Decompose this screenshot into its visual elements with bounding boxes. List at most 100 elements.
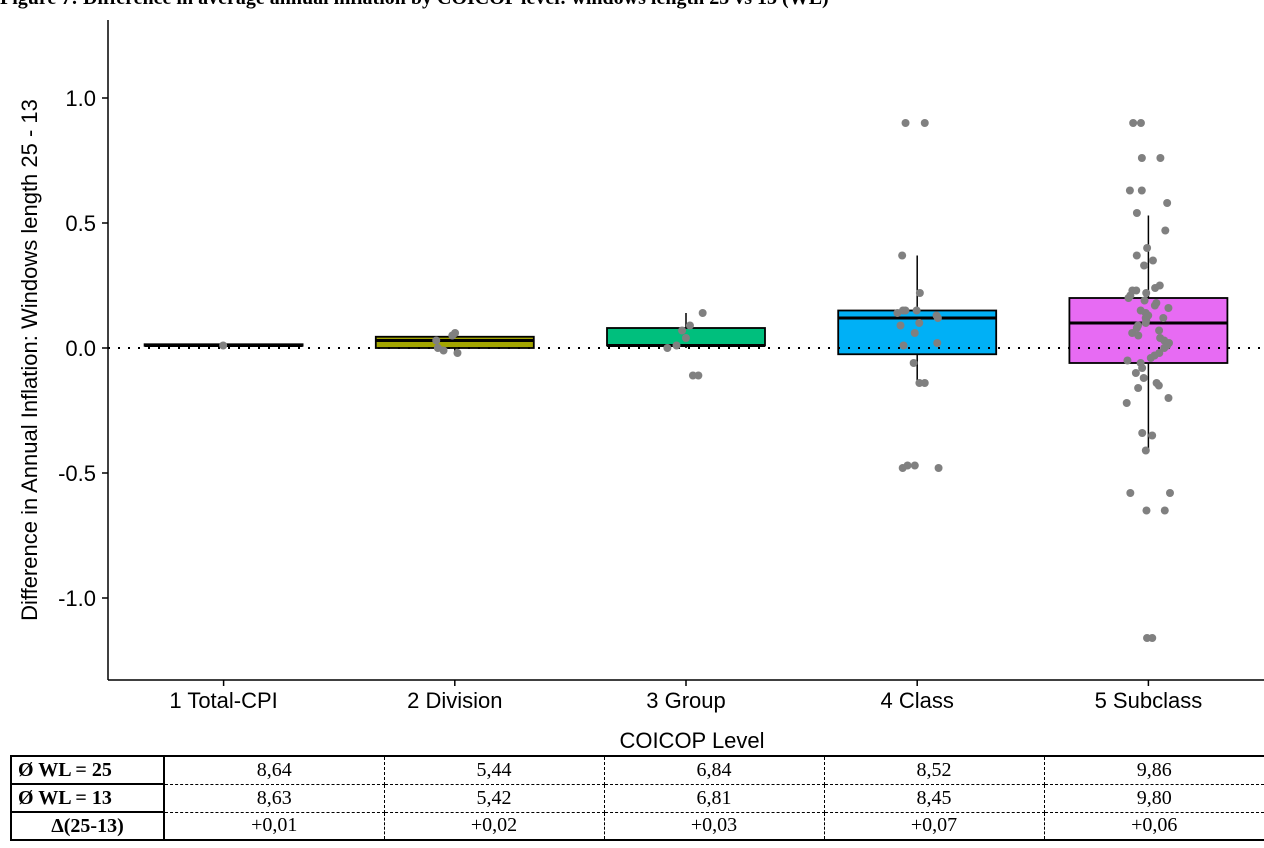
table-cell: +0,01 xyxy=(164,811,385,841)
data-point xyxy=(681,334,690,342)
data-point xyxy=(1141,319,1150,327)
data-point xyxy=(688,371,697,380)
row-label: Ø WL = 13 xyxy=(10,783,165,813)
table-cell: +0,03 xyxy=(604,811,825,841)
data-point xyxy=(1151,284,1160,292)
data-point xyxy=(1137,186,1146,195)
data-point xyxy=(1137,154,1146,162)
y-tick-label: 0.5 xyxy=(65,211,96,236)
table-cell: 5,42 xyxy=(384,783,605,813)
box-group xyxy=(143,215,1229,451)
data-point xyxy=(1146,354,1155,362)
data-point xyxy=(1124,294,1133,302)
data-point xyxy=(915,319,924,327)
y-axis-label: Difference in Annual Inflation: Windows … xyxy=(17,99,42,621)
data-point xyxy=(1142,506,1151,515)
data-point xyxy=(901,119,910,127)
data-point xyxy=(219,341,228,350)
data-point xyxy=(1125,186,1134,195)
data-point xyxy=(1132,286,1141,295)
table-row: Ø WL = 13 8,63 5,42 6,81 8,45 9,80 xyxy=(10,783,1264,813)
data-point xyxy=(678,326,687,335)
data-point xyxy=(1140,261,1149,270)
data-point xyxy=(933,339,942,347)
data-point xyxy=(909,359,918,367)
x-tick-label: 3 Group xyxy=(646,688,726,713)
table-cell: 5,44 xyxy=(384,755,605,785)
table-cell: 8,63 xyxy=(164,783,385,813)
data-point xyxy=(1143,244,1152,252)
data-point xyxy=(1150,301,1159,310)
data-point xyxy=(1122,399,1131,407)
data-point xyxy=(1134,384,1143,392)
data-point xyxy=(1126,489,1135,497)
data-point xyxy=(1148,256,1157,265)
summary-table: Ø WL = 25 8,64 5,44 6,84 8,52 9,86 Ø WL … xyxy=(10,755,1264,841)
data-point xyxy=(1164,304,1173,312)
data-point xyxy=(1161,226,1170,235)
table-cell: 6,84 xyxy=(604,755,825,785)
data-point xyxy=(912,306,921,315)
data-point xyxy=(1164,394,1173,402)
data-point xyxy=(933,314,942,322)
table-cell: +0,06 xyxy=(1044,811,1264,841)
y-tick-label: 0.0 xyxy=(65,336,96,361)
data-point xyxy=(1128,329,1137,337)
row-label: Δ(25-13) xyxy=(10,811,165,841)
data-point xyxy=(1131,369,1140,377)
data-point xyxy=(1160,506,1169,515)
data-point xyxy=(685,321,694,330)
data-point xyxy=(920,379,929,387)
data-point xyxy=(1129,119,1138,127)
data-point xyxy=(1142,289,1151,297)
data-point xyxy=(672,341,681,350)
data-point xyxy=(910,329,919,337)
table-cell: 9,80 xyxy=(1044,783,1264,813)
data-point xyxy=(1136,119,1145,127)
table-row: Δ(25-13) +0,01 +0,02 +0,03 +0,07 +0,06 xyxy=(10,811,1264,841)
jitter-points xyxy=(219,119,1174,642)
data-point xyxy=(1138,364,1147,372)
row-label: Ø WL = 25 xyxy=(10,755,165,785)
data-point xyxy=(1160,344,1169,352)
data-point xyxy=(1123,356,1132,365)
table-cell: 6,81 xyxy=(604,783,825,813)
data-point xyxy=(1138,429,1147,437)
table-cell: 8,52 xyxy=(824,755,1045,785)
figure-title: Figure 7: Difference in average annual i… xyxy=(0,0,1264,13)
data-point xyxy=(1159,314,1168,322)
data-point xyxy=(893,309,902,317)
x-tick-label: 2 Division xyxy=(407,688,502,713)
data-point xyxy=(898,464,907,472)
data-point xyxy=(920,119,929,127)
y-axis-label-group: Difference in Annual Inflation: Windows … xyxy=(17,99,42,621)
x-axis: 1 Total-CPI 2 Division 3 Group 4 Class 5 Sub… xyxy=(108,679,1264,713)
data-point xyxy=(896,321,905,330)
x-tick-label: 5 Subclass xyxy=(1095,688,1203,713)
y-tick-label: 1.0 xyxy=(65,86,96,111)
data-point xyxy=(698,309,707,317)
table-cell: 9,86 xyxy=(1044,755,1264,785)
box-plot-chart: -1.0 -0.5 0.0 0.5 1.0 1 Total-CPI 2 Division 3… xyxy=(17,20,1264,713)
data-point xyxy=(1134,331,1143,340)
data-point xyxy=(1143,634,1152,642)
data-point xyxy=(451,329,460,337)
box-rect xyxy=(1068,297,1229,364)
x-axis-label: COICOP Level xyxy=(619,728,765,753)
data-point xyxy=(439,346,448,355)
data-point xyxy=(1155,326,1164,335)
data-point xyxy=(1140,296,1149,305)
table-cell: +0,02 xyxy=(384,811,605,841)
data-point xyxy=(934,464,943,472)
data-point xyxy=(1156,154,1165,162)
data-point xyxy=(899,341,908,350)
x-tick-label: 4 Class xyxy=(881,688,954,713)
y-axis: -1.0 -0.5 0.0 0.5 1.0 xyxy=(58,20,109,680)
data-point xyxy=(1154,381,1163,390)
data-point xyxy=(898,251,907,260)
data-point xyxy=(663,344,672,352)
data-point xyxy=(1165,489,1174,497)
x-tick-label: 1 Total-CPI xyxy=(169,688,277,713)
data-point xyxy=(1132,251,1141,260)
table-cell: 8,64 xyxy=(164,755,385,785)
